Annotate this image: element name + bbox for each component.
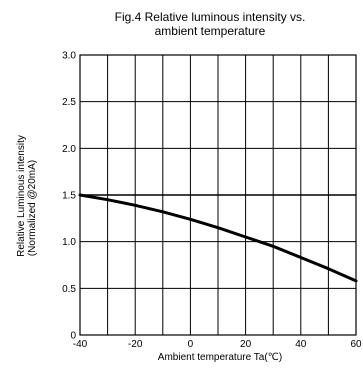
series-line xyxy=(78,193,358,283)
x-tick-label: 20 xyxy=(240,339,252,350)
x-tick-label: -40 xyxy=(73,339,88,350)
plot-frame xyxy=(79,54,357,336)
axis-layer xyxy=(79,54,357,336)
chart-title-line2: ambient temperature xyxy=(154,24,266,38)
tick-label-layer: 0 0.5 1.0 1.5 2.0 2.5 3.0 -40 -20 0 20 40 60 xyxy=(62,51,362,351)
x-tick-label: 0 xyxy=(188,339,194,350)
y-tick-label: 2.0 xyxy=(62,144,76,155)
y-tick-label: 1.5 xyxy=(62,191,76,202)
chart-title-line1: Fig.4 Relative luminous intensity vs. xyxy=(114,10,306,24)
y-tick-label: 3.0 xyxy=(62,51,76,62)
x-tick-label: 40 xyxy=(295,339,307,350)
y-tick-label: 0 xyxy=(70,331,76,342)
x-axis-label: Ambient temperature Ta(℃) xyxy=(157,352,283,363)
y-tick-label: 1.0 xyxy=(62,237,76,248)
x-tick-label: 60 xyxy=(350,339,362,350)
series-layer xyxy=(78,193,358,283)
x-tick-label: -20 xyxy=(128,339,143,350)
y-tick-label: 2.5 xyxy=(62,97,76,108)
y-tick-label: 0.5 xyxy=(62,284,76,295)
